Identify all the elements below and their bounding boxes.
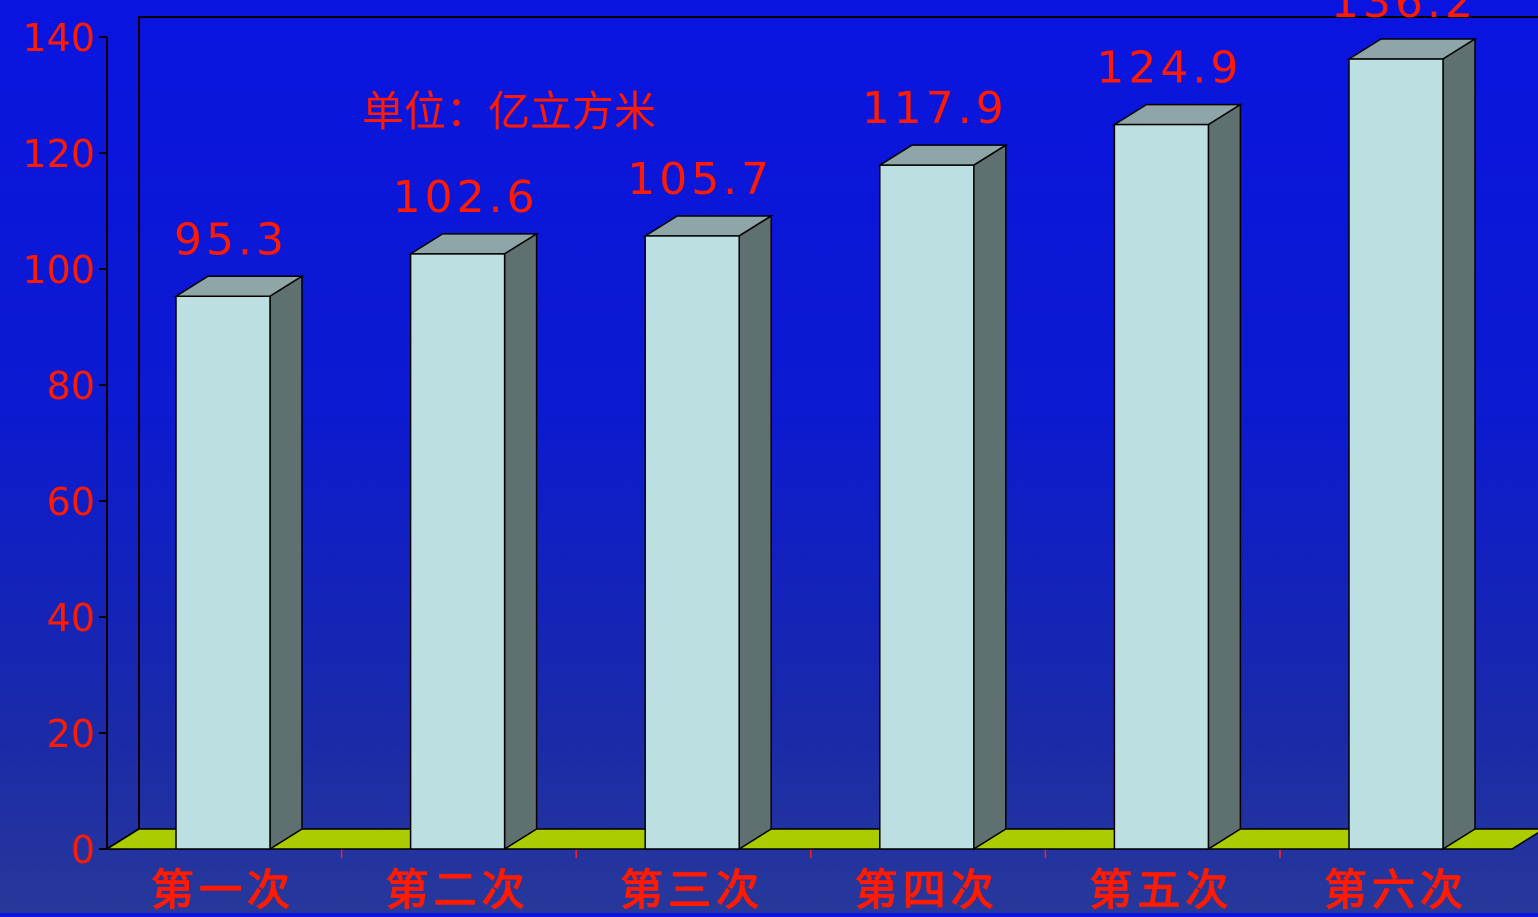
data-label: 136.2 — [1331, 0, 1477, 28]
y-tick-label: 80 — [47, 364, 95, 408]
data-label: 117.9 — [862, 83, 1008, 134]
bar-side-face — [1442, 37, 1476, 851]
x-category-label: 第三次 — [620, 866, 764, 913]
y-tick-label: 140 — [22, 16, 95, 60]
bar-front-face — [644, 235, 740, 850]
x-category-label: 第一次 — [151, 866, 295, 913]
bar — [1346, 37, 1478, 851]
y-tick-label: 100 — [22, 248, 95, 292]
x-category-label: 第五次 — [1089, 866, 1233, 913]
data-label: 124.9 — [1096, 43, 1242, 94]
bar — [1111, 103, 1244, 851]
chart-floor — [104, 828, 1538, 850]
y-tick-label: 40 — [47, 596, 95, 640]
bar — [877, 143, 1009, 851]
bar-front-face — [409, 253, 506, 850]
y-tick-label: 0 — [71, 828, 95, 872]
data-label: 95.3 — [174, 214, 288, 265]
bar-front-face — [879, 164, 975, 850]
bar-front-face — [1113, 123, 1210, 850]
bar-side-face — [269, 274, 303, 851]
data-label: 102.6 — [393, 172, 539, 223]
plot-back-wall — [103, 16, 1538, 851]
bar — [407, 232, 540, 851]
x-category-label: 第四次 — [855, 866, 999, 913]
y-tick-label: 120 — [22, 132, 95, 176]
bar-side-face — [738, 214, 772, 851]
bar-side-face — [1207, 103, 1242, 851]
data-label: 105.7 — [627, 154, 773, 205]
x-category-label: 第二次 — [386, 866, 530, 913]
bar — [173, 274, 305, 851]
x-category-label: 第六次 — [1324, 866, 1468, 913]
bar-front-face — [1348, 58, 1444, 850]
unit-annotation: 单位：亿立方米 — [362, 87, 656, 136]
bar — [642, 214, 774, 851]
y-tick-label: 60 — [47, 480, 95, 524]
bar-side-face — [973, 143, 1007, 851]
y-tick-label: 20 — [47, 712, 95, 756]
bar-side-face — [503, 232, 538, 851]
bar-front-face — [175, 295, 271, 850]
